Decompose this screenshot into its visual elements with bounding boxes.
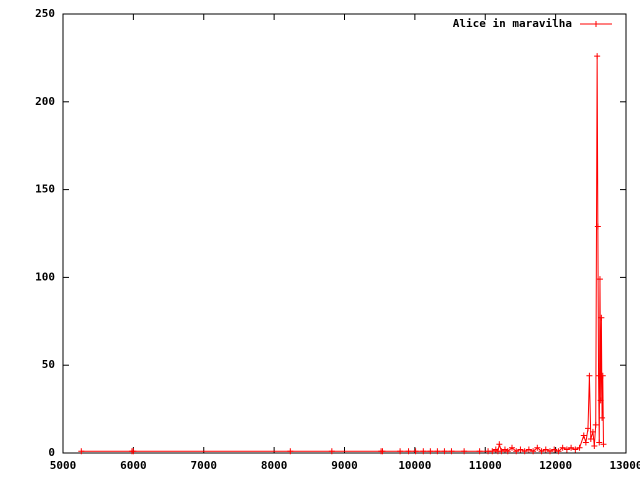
data-point	[559, 444, 566, 451]
data-point	[572, 446, 579, 453]
data-point	[517, 446, 524, 453]
data-point	[599, 414, 606, 421]
data-point	[434, 448, 441, 455]
data-point	[525, 446, 532, 453]
data-point	[594, 223, 601, 230]
x-tick-label: 9000	[331, 459, 358, 472]
data-point	[498, 448, 505, 455]
data-point	[589, 428, 596, 435]
data-point	[412, 448, 419, 455]
data-point	[530, 448, 537, 455]
data-point	[576, 444, 583, 451]
data-point	[555, 448, 562, 455]
data-point	[600, 441, 607, 448]
y-tick-label: 0	[48, 446, 55, 459]
data-point	[542, 446, 549, 453]
data-point	[521, 448, 528, 455]
data-point	[489, 448, 496, 455]
data-point	[420, 448, 427, 455]
data-point	[597, 397, 604, 404]
data-point	[508, 444, 515, 451]
y-tick-label: 50	[42, 358, 55, 371]
data-point	[568, 444, 575, 451]
x-tick-label: 5000	[50, 459, 77, 472]
data-point	[287, 448, 294, 455]
data-point	[427, 448, 434, 455]
x-tick-label: 10000	[398, 459, 431, 472]
data-point	[448, 448, 455, 455]
x-tick-label: 8000	[261, 459, 288, 472]
data-point	[596, 276, 603, 283]
data-point	[598, 314, 605, 321]
x-tick-label: 11000	[469, 459, 502, 472]
data-point	[586, 372, 593, 379]
x-tick-label: 7000	[191, 459, 218, 472]
data-point	[596, 439, 603, 446]
data-point	[587, 435, 594, 442]
y-tick-label: 150	[35, 183, 55, 196]
data-point	[130, 448, 137, 455]
data-point	[441, 448, 448, 455]
data-point	[78, 448, 85, 455]
data-point	[546, 448, 553, 455]
data-point	[592, 421, 599, 428]
data-point	[538, 448, 545, 455]
data-point	[513, 448, 520, 455]
x-tick-label: 13000	[609, 459, 640, 472]
data-point	[328, 448, 335, 455]
plot-frame	[62, 13, 627, 454]
data-point	[405, 448, 412, 455]
data-point	[563, 446, 570, 453]
data-point	[496, 441, 503, 448]
data-point	[594, 53, 601, 60]
data-point	[534, 444, 541, 451]
legend-marker	[593, 21, 599, 27]
x-tick-label: 12000	[539, 459, 572, 472]
y-tick-label: 100	[35, 270, 55, 283]
data-point	[591, 442, 598, 449]
legend-label: Alice in maravilha	[453, 17, 572, 30]
data-point	[551, 446, 558, 453]
y-tick-label: 200	[35, 95, 55, 108]
data-point	[599, 372, 606, 379]
data-point	[580, 432, 587, 439]
y-tick-label: 250	[35, 7, 55, 20]
x-tick-label: 6000	[120, 459, 147, 472]
series-line	[81, 56, 604, 453]
data-point	[476, 448, 483, 455]
data-point	[379, 448, 386, 455]
data-point	[504, 448, 511, 455]
data-point	[397, 448, 404, 455]
data-point	[461, 448, 468, 455]
data-point	[582, 439, 589, 446]
data-point	[584, 425, 591, 432]
